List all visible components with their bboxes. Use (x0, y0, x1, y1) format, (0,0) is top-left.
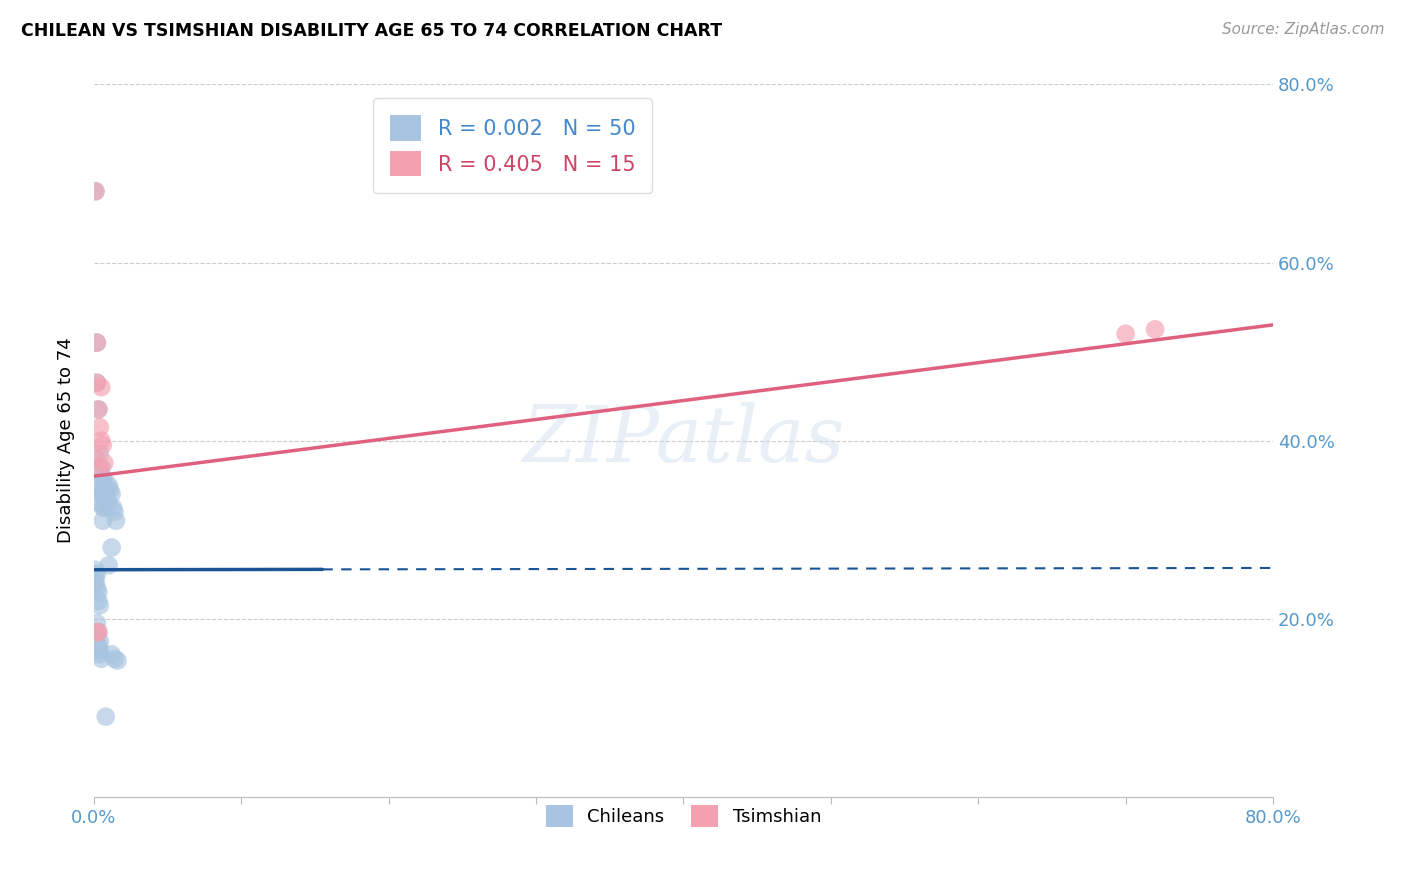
Point (90, 487, 112, 501)
Point (86, 630, 108, 644)
Point (96, 491, 118, 506)
Point (84, 184, 107, 198)
Point (89, 420, 111, 434)
Point (97, 558, 120, 573)
Point (94, 483, 117, 497)
Legend: Chileans, Tsimshian: Chileans, Tsimshian (538, 797, 828, 834)
Point (90, 460, 112, 475)
Point (1115, 326, 1137, 341)
Point (89, 483, 111, 497)
Point (89, 447, 111, 461)
Point (86, 376, 108, 390)
Point (90, 652, 112, 666)
Point (86, 567, 108, 582)
Point (89, 634, 111, 648)
Point (86, 625, 108, 640)
Text: ZIPatlas: ZIPatlas (522, 402, 845, 479)
Point (94, 496, 117, 510)
Point (90, 380, 112, 394)
Point (100, 648, 122, 662)
Point (100, 541, 122, 555)
Point (87, 402, 110, 417)
Point (100, 487, 122, 501)
Point (86, 335, 108, 350)
Point (91, 469, 114, 483)
Point (101, 500, 124, 515)
Point (87, 585, 110, 599)
Point (86, 376, 108, 390)
Point (1144, 322, 1167, 336)
Point (90, 474, 112, 488)
Point (87, 625, 110, 640)
Point (89, 643, 111, 657)
Point (98, 483, 121, 497)
Point (103, 652, 125, 666)
Point (87, 625, 110, 640)
Point (97, 496, 120, 510)
Point (93, 456, 115, 470)
Point (84, 563, 107, 577)
Point (84, 572, 107, 586)
Point (91, 487, 114, 501)
Point (84, 451, 107, 466)
Point (107, 654, 129, 668)
Point (93, 487, 115, 501)
Point (93, 474, 115, 488)
Point (105, 514, 128, 528)
Point (91, 514, 114, 528)
Point (93, 500, 115, 515)
Point (87, 594, 110, 608)
Point (89, 460, 111, 475)
Point (86, 581, 108, 595)
Point (97, 478, 120, 492)
Text: CHILEAN VS TSIMSHIAN DISABILITY AGE 65 TO 74 CORRELATION CHART: CHILEAN VS TSIMSHIAN DISABILITY AGE 65 T… (21, 22, 723, 40)
Point (91, 438, 114, 452)
Point (87, 639, 110, 653)
Y-axis label: Disability Age 65 to 74: Disability Age 65 to 74 (58, 338, 75, 543)
Point (94, 709, 117, 723)
Point (84, 576, 107, 591)
Point (90, 434, 112, 448)
Point (86, 335, 108, 350)
Point (86, 616, 108, 631)
Point (91, 500, 114, 515)
Point (103, 505, 125, 519)
Point (87, 402, 110, 417)
Point (84, 184, 107, 198)
Point (89, 496, 111, 510)
Point (89, 599, 111, 613)
Point (89, 648, 111, 662)
Text: Source: ZipAtlas.com: Source: ZipAtlas.com (1222, 22, 1385, 37)
